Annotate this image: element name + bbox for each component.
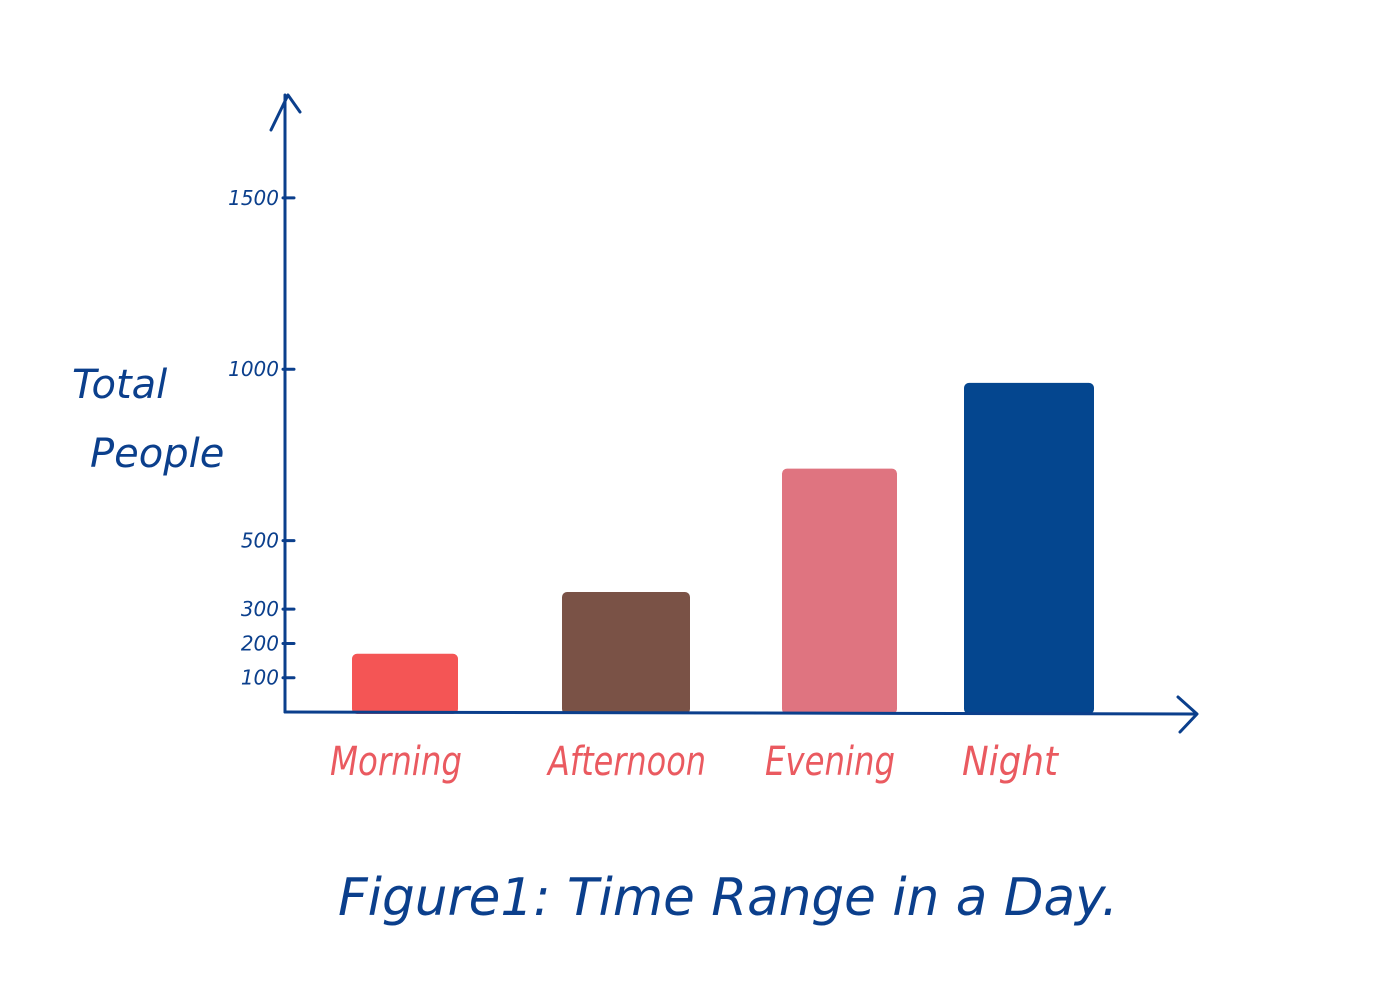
y-tick-label-300: 300 (241, 597, 279, 621)
y-axis-label-line-2: People (90, 431, 224, 477)
x-axis-arrowhead (1176, 695, 1199, 734)
x-tick-labels-group: Morning Afternoon Evening Night (330, 739, 1059, 785)
x-tick-label-morning: Morning (330, 739, 462, 785)
y-ticks-group: 100 200 300 500 1000 1500 (228, 186, 296, 690)
bar-evening (782, 468, 897, 714)
bar-morning (352, 653, 458, 714)
y-axis-arrowhead (269, 93, 302, 132)
bar-afternoon (562, 592, 690, 714)
axes-group (269, 93, 1199, 734)
x-axis (283, 710, 1197, 716)
y-tick-label-100: 100 (241, 666, 279, 690)
y-axis-label-line-1: Total (72, 362, 167, 408)
x-tick-label-night: Night (962, 739, 1059, 785)
figure-caption: Figure1: Time Range in a Day. (338, 868, 1118, 928)
bars-group (352, 382, 1094, 714)
y-tick-label-200: 200 (241, 631, 279, 655)
y-tick-label-500: 500 (241, 529, 279, 553)
x-tick-label-evening: Evening (765, 739, 895, 785)
bar-night (964, 382, 1094, 714)
y-tick-label-1500: 1500 (228, 186, 279, 210)
y-tick-label-1000: 1000 (228, 357, 279, 381)
x-tick-label-afternoon: Afternoon (546, 739, 706, 785)
y-axis-label: Total People (72, 362, 224, 477)
